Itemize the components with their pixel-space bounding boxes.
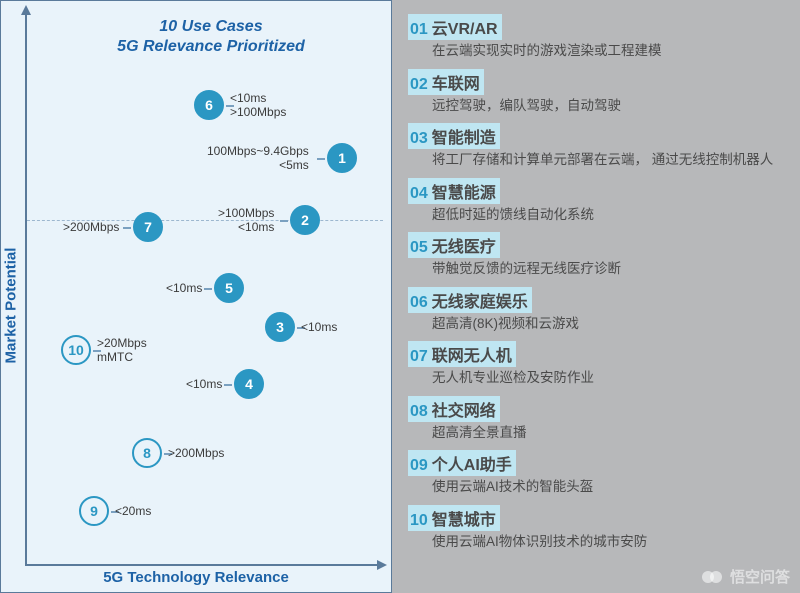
use-case-number: 02	[410, 76, 428, 94]
use-case-desc: 超低时延的馈线自动化系统	[432, 206, 784, 224]
use-case-head: 10智慧城市	[408, 505, 784, 531]
point-tick	[280, 220, 288, 222]
chart-title-line2: 5G Relevance Prioritized	[61, 37, 361, 57]
watermark-icon	[702, 569, 724, 585]
use-case-head: 02车联网	[408, 69, 784, 95]
point-tick	[123, 227, 131, 229]
y-axis	[25, 7, 27, 566]
use-case-title: 智能制造	[432, 124, 496, 148]
use-case-head: 04智慧能源	[408, 178, 784, 204]
use-case-desc: 使用云端AI技术的智能头盔	[432, 478, 784, 496]
chart-panel: 10 Use Cases 5G Relevance Prioritized Ma…	[0, 0, 392, 593]
use-case-head: 08社交网络	[408, 396, 784, 422]
use-case-desc: 将工厂存储和计算单元部署在云端， 通过无线控制机器人	[432, 151, 784, 169]
point-label-3: <10ms	[301, 321, 337, 335]
use-case-item: 05无线医疗带触觉反馈的远程无线医疗诊断	[408, 232, 784, 278]
use-case-number: 06	[410, 294, 428, 312]
use-case-head: 05无线医疗	[408, 232, 784, 258]
use-case-number-box: 03智能制造	[408, 123, 500, 149]
use-case-desc: 超高清全景直播	[432, 424, 784, 442]
scatter-point-1: 1	[327, 143, 357, 173]
point-label-9: <20ms	[115, 505, 151, 519]
use-case-number: 03	[410, 130, 428, 148]
use-case-title: 云VR/AR	[432, 15, 498, 39]
scatter-point-4: 4	[234, 369, 264, 399]
use-case-item: 08社交网络超高清全景直播	[408, 396, 784, 442]
use-case-desc: 使用云端AI物体识别技术的城市安防	[432, 533, 784, 551]
use-case-item: 04智慧能源超低时延的馈线自动化系统	[408, 178, 784, 224]
use-case-number-box: 06无线家庭娱乐	[408, 287, 532, 313]
use-case-title: 车联网	[432, 70, 480, 94]
use-case-number-box: 01云VR/AR	[408, 14, 502, 40]
point-label-6: <10ms >100Mbps	[230, 92, 286, 120]
y-axis-label: Market Potential	[2, 247, 19, 363]
use-case-head: 01云VR/AR	[408, 14, 784, 40]
use-case-number: 08	[410, 403, 428, 421]
scatter-point-8: 8	[132, 438, 162, 468]
point-label-7: >200Mbps	[63, 221, 119, 235]
use-case-list-panel: 01云VR/AR在云端实现实时的游戏渲染或工程建模02车联网远控驾驶，编队驾驶，…	[392, 0, 800, 593]
use-case-title: 无线医疗	[432, 233, 496, 257]
use-case-title: 个人AI助手	[432, 451, 512, 475]
scatter-point-6: 6	[194, 90, 224, 120]
use-case-number: 01	[410, 21, 428, 39]
scatter-point-5: 5	[214, 273, 244, 303]
use-case-number-box: 10智慧城市	[408, 505, 500, 531]
use-case-item: 01云VR/AR 在云端实现实时的游戏渲染或工程建模	[408, 14, 784, 60]
use-case-desc: 无人机专业巡检及安防作业	[432, 369, 784, 387]
use-case-title: 智慧能源	[432, 179, 496, 203]
use-case-item: 09个人AI助手使用云端AI技术的智能头盔	[408, 450, 784, 496]
use-case-desc: 在云端实现实时的游戏渲染或工程建模	[432, 42, 784, 60]
scatter-point-9: 9	[79, 496, 109, 526]
use-case-number: 10	[410, 512, 428, 530]
use-case-item: 10智慧城市使用云端AI物体识别技术的城市安防	[408, 505, 784, 551]
use-case-item: 07联网无人机无人机专业巡检及安防作业	[408, 341, 784, 387]
chart-title: 10 Use Cases 5G Relevance Prioritized	[61, 17, 361, 57]
use-case-number-box: 02车联网	[408, 69, 484, 95]
use-case-head: 09个人AI助手	[408, 450, 784, 476]
use-case-desc: 带触觉反馈的远程无线医疗诊断	[432, 260, 784, 278]
point-label-2: >100Mbps <10ms	[218, 207, 274, 235]
use-case-number: 05	[410, 239, 428, 257]
use-case-number-box: 08社交网络	[408, 396, 500, 422]
use-case-item: 03智能制造将工厂存储和计算单元部署在云端， 通过无线控制机器人	[408, 123, 784, 169]
use-case-number: 09	[410, 457, 428, 475]
use-case-head: 07联网无人机	[408, 341, 784, 367]
use-case-desc: 远控驾驶，编队驾驶，自动驾驶	[432, 97, 784, 115]
x-axis-label: 5G Technology Relevance	[1, 569, 391, 586]
scatter-point-10: 10	[61, 335, 91, 365]
point-label-4: <10ms	[186, 378, 222, 392]
use-case-number-box: 04智慧能源	[408, 178, 500, 204]
scatter-point-2: 2	[290, 205, 320, 235]
scatter-point-3: 3	[265, 312, 295, 342]
point-label-8: >200Mbps	[168, 447, 224, 461]
point-label-1: 100Mbps~9.4Gbps <5ms	[207, 145, 309, 173]
scatter-point-7: 7	[133, 212, 163, 242]
use-case-number-box: 05无线医疗	[408, 232, 500, 258]
point-label-5: <10ms	[166, 282, 202, 296]
use-case-title: 无线家庭娱乐	[432, 288, 528, 312]
use-case-item: 02车联网远控驾驶，编队驾驶，自动驾驶	[408, 69, 784, 115]
use-case-list: 01云VR/AR在云端实现实时的游戏渲染或工程建模02车联网远控驾驶，编队驾驶，…	[408, 14, 784, 550]
point-tick	[204, 288, 212, 290]
use-case-number: 04	[410, 185, 428, 203]
chart-title-line1: 10 Use Cases	[61, 17, 361, 37]
use-case-title: 联网无人机	[432, 342, 512, 366]
use-case-number: 07	[410, 348, 428, 366]
use-case-desc: 超高清(8K)视频和云游戏	[432, 315, 784, 333]
use-case-head: 06无线家庭娱乐	[408, 287, 784, 313]
use-case-number-box: 07联网无人机	[408, 341, 516, 367]
use-case-number-box: 09个人AI助手	[408, 450, 516, 476]
x-axis	[25, 564, 385, 566]
point-label-10: >20Mbps mMTC	[97, 337, 147, 365]
point-tick	[317, 158, 325, 160]
use-case-head: 03智能制造	[408, 123, 784, 149]
watermark: 悟空问答	[702, 566, 790, 587]
use-case-title: 社交网络	[432, 397, 496, 421]
use-case-title: 智慧城市	[432, 506, 496, 530]
point-tick	[224, 384, 232, 386]
use-case-item: 06无线家庭娱乐超高清(8K)视频和云游戏	[408, 287, 784, 333]
watermark-text: 悟空问答	[730, 566, 790, 587]
